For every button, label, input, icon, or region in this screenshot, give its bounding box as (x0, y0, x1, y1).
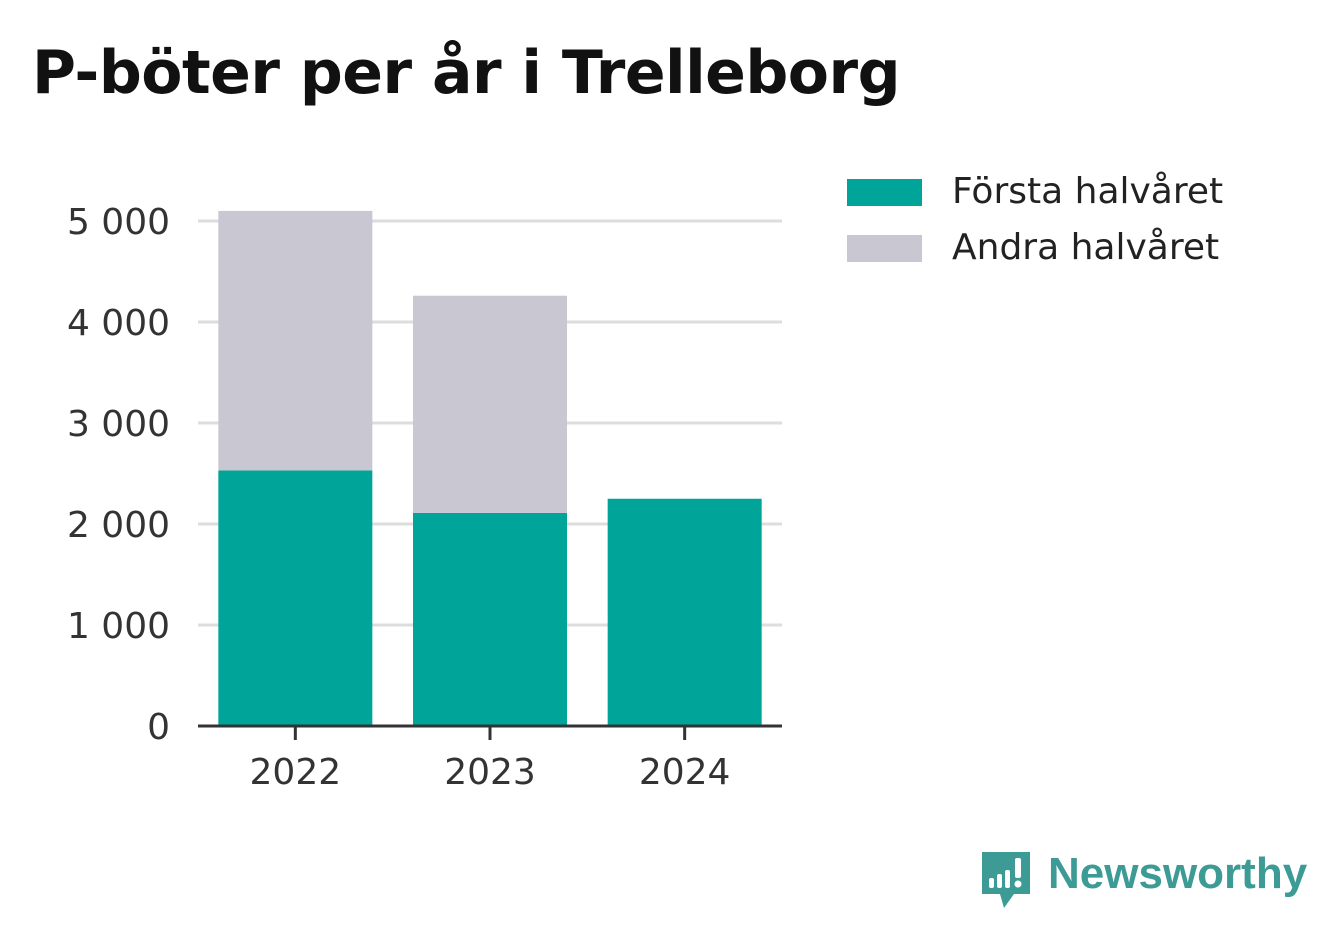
y-tick-label: 0 (147, 707, 170, 748)
x-tick-label: 2023 (444, 752, 536, 793)
y-tick-label: 3 000 (67, 404, 170, 445)
y-tick-label: 5 000 (67, 202, 170, 243)
legend-swatch-first-half (847, 179, 922, 206)
bar-segment-2022-second-half[interactable] (218, 210, 373, 471)
legend-label-second-half: Andra halvåret (952, 227, 1220, 268)
bar-segment-2024-first-half[interactable] (607, 498, 762, 726)
y-tick-label: 1 000 (67, 606, 170, 647)
brand-name: Newsworthy (1048, 849, 1308, 898)
newsworthy-logo-icon (982, 852, 1030, 908)
bar-segment-2023-second-half[interactable] (413, 295, 567, 513)
legend-swatch-second-half (847, 235, 922, 262)
axes: 0 1 000 2 000 3 000 4 000 5 000 2022 2023 2024 (67, 202, 782, 793)
x-tick-label: 2022 (250, 752, 342, 793)
newsworthy-brand: Newsworthy (980, 850, 1307, 910)
bar-segment-2022-first-half[interactable] (218, 470, 373, 726)
x-tick-label: 2024 (639, 752, 731, 793)
bars (218, 210, 762, 726)
chart-title: P-böter per år i Trelleborg (32, 38, 901, 108)
y-tick-label: 4 000 (67, 303, 170, 344)
bar-segment-2023-first-half[interactable] (413, 512, 567, 726)
legend-label-first-half: Första halvåret (952, 171, 1224, 212)
y-tick-label: 2 000 (67, 505, 170, 546)
